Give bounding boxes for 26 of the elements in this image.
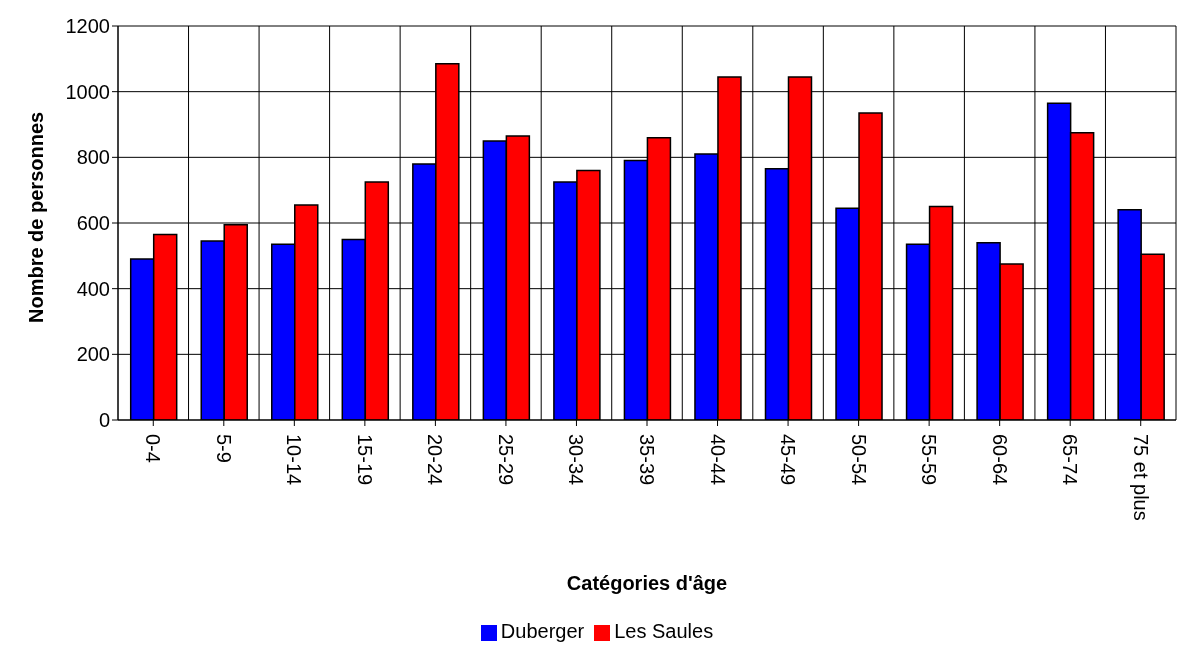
y-tick-label: 0 bbox=[98, 409, 110, 432]
x-tick-label: 50-54 bbox=[847, 434, 870, 486]
x-tick-label: 25-29 bbox=[494, 434, 517, 486]
x-tick-label: 5-9 bbox=[212, 434, 235, 463]
y-tick-label: 1200 bbox=[65, 15, 110, 38]
y-tick-label: 800 bbox=[76, 146, 110, 169]
x-tick-label: 45-49 bbox=[777, 434, 800, 486]
x-tick-label: 35-39 bbox=[636, 434, 658, 486]
y-tick-label: 1000 bbox=[65, 80, 110, 103]
y-tick-label: 600 bbox=[76, 212, 110, 235]
x-tick-label: 60-64 bbox=[988, 434, 1011, 486]
x-tick-label: 15-19 bbox=[353, 434, 376, 486]
x-tick-label: 75 et plus bbox=[1129, 434, 1152, 521]
legend-label: Duberger bbox=[500, 620, 585, 642]
x-tick-label: 30-34 bbox=[565, 434, 588, 486]
x-tick-label: 0-4 bbox=[142, 434, 165, 463]
x-tick-label: 55-59 bbox=[918, 434, 941, 486]
legend-label: Les Saules bbox=[614, 620, 714, 642]
x-tick-label: 20-24 bbox=[424, 434, 447, 486]
x-tick-label: 40-44 bbox=[706, 434, 729, 486]
x-axis-title: Catégories d'âge bbox=[566, 572, 728, 594]
y-tick-label: 400 bbox=[76, 277, 110, 300]
x-tick-label: 10-14 bbox=[283, 434, 306, 486]
y-tick-label: 200 bbox=[76, 343, 110, 366]
y-axis-title: Nombre de personnes bbox=[25, 111, 48, 323]
x-tick-label: 65-74 bbox=[1059, 434, 1082, 486]
